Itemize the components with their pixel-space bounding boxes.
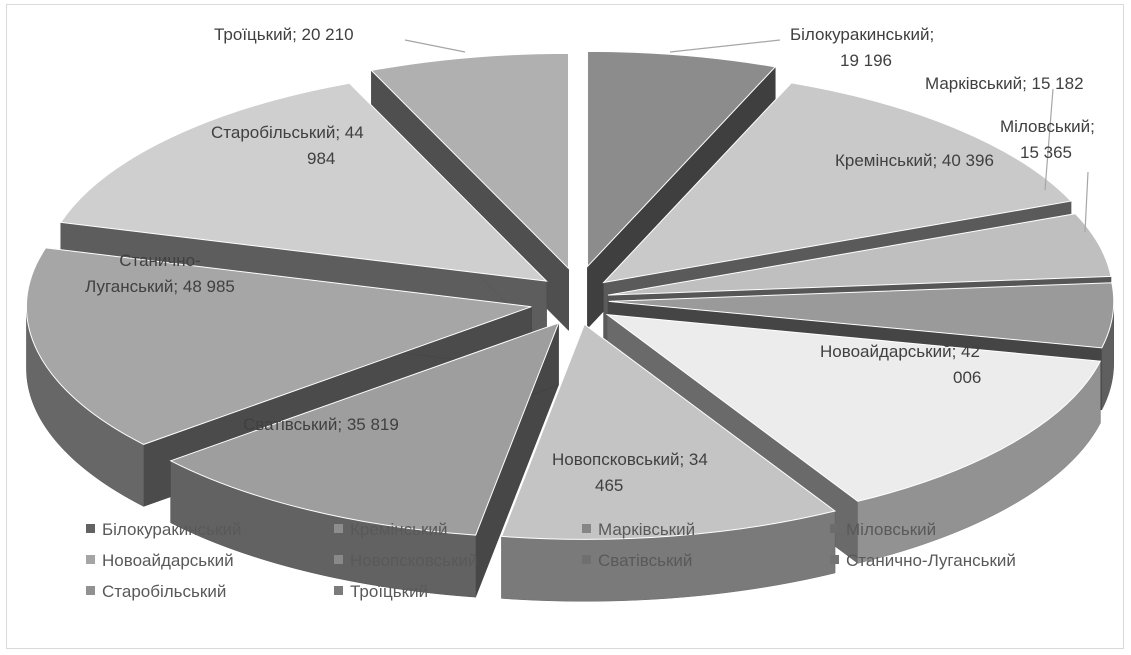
legend-swatch bbox=[334, 555, 343, 565]
legend-label: Сватівський bbox=[598, 551, 693, 570]
legend-item-3: Міловський bbox=[830, 520, 936, 540]
data-label-7: Станично-Луганський; 48 985 bbox=[85, 251, 235, 296]
leader-line bbox=[1084, 171, 1089, 233]
legend-item-6: Сватівський bbox=[582, 551, 692, 571]
legend-label: Міловський bbox=[846, 520, 937, 539]
legend-label: Станично-Луганський bbox=[846, 551, 1016, 570]
legend: Білокуракинський Кремінський Марківський Мі… bbox=[86, 520, 1086, 613]
legend-row: Старобільський Троїцький bbox=[86, 582, 1086, 613]
legend-row: Новоайдарський Новопсковський Сватівський С… bbox=[86, 551, 1086, 582]
legend-swatch bbox=[830, 555, 839, 565]
legend-row: Білокуракинський Кремінський Марківський Мі… bbox=[86, 520, 1086, 551]
legend-label: Новоайдарський bbox=[102, 551, 234, 570]
legend-label: Новопсковський bbox=[350, 551, 478, 570]
pie-slice-6 bbox=[169, 322, 560, 598]
data-label-1: Кремінський; 40 396 bbox=[835, 151, 994, 170]
legend-label: Троїцький bbox=[350, 582, 429, 601]
data-label-6: Сватівський; 35 819 bbox=[243, 415, 399, 434]
legend-label: Марківський bbox=[598, 520, 696, 539]
legend-item-1: Кремінський bbox=[334, 520, 447, 540]
pie-slice-5 bbox=[500, 323, 837, 602]
data-label-4: Новоайдарський; 42 006 bbox=[820, 342, 981, 387]
legend-swatch bbox=[86, 524, 95, 534]
legend-label: Старобільський bbox=[102, 582, 227, 601]
legend-swatch bbox=[334, 524, 343, 534]
legend-item-2: Марківський bbox=[582, 520, 695, 540]
legend-item-9: Троїцький bbox=[334, 582, 428, 602]
legend-swatch bbox=[582, 524, 591, 534]
data-label-9: Троїцький; 20 210 bbox=[214, 25, 354, 44]
leader-line bbox=[404, 39, 466, 53]
data-label-5: Новопсковський; 34 465 bbox=[552, 450, 708, 495]
leader-line bbox=[669, 39, 781, 53]
data-label-0: Білокуракинський; 19 196 bbox=[790, 25, 934, 70]
leader-line bbox=[1044, 88, 1054, 191]
legend-label: Білокуракинський bbox=[102, 520, 242, 539]
legend-label: Кремінський bbox=[350, 520, 448, 539]
legend-item-8: Старобільський bbox=[86, 582, 226, 602]
legend-swatch bbox=[86, 555, 95, 565]
legend-item-5: Новопсковський bbox=[334, 551, 477, 571]
legend-swatch bbox=[334, 586, 343, 596]
legend-item-4: Новоайдарський bbox=[86, 551, 234, 571]
legend-swatch bbox=[582, 555, 591, 565]
legend-item-7: Станично-Луганський bbox=[830, 551, 1016, 571]
legend-swatch bbox=[86, 586, 95, 596]
legend-item-0: Білокуракинський bbox=[86, 520, 241, 540]
data-label-3: Міловський; 15 365 bbox=[1000, 117, 1095, 162]
legend-swatch bbox=[830, 524, 839, 534]
data-label-8: Старобільський; 44 984 bbox=[211, 123, 364, 168]
data-label-2: Марківський; 15 182 bbox=[925, 74, 1084, 93]
